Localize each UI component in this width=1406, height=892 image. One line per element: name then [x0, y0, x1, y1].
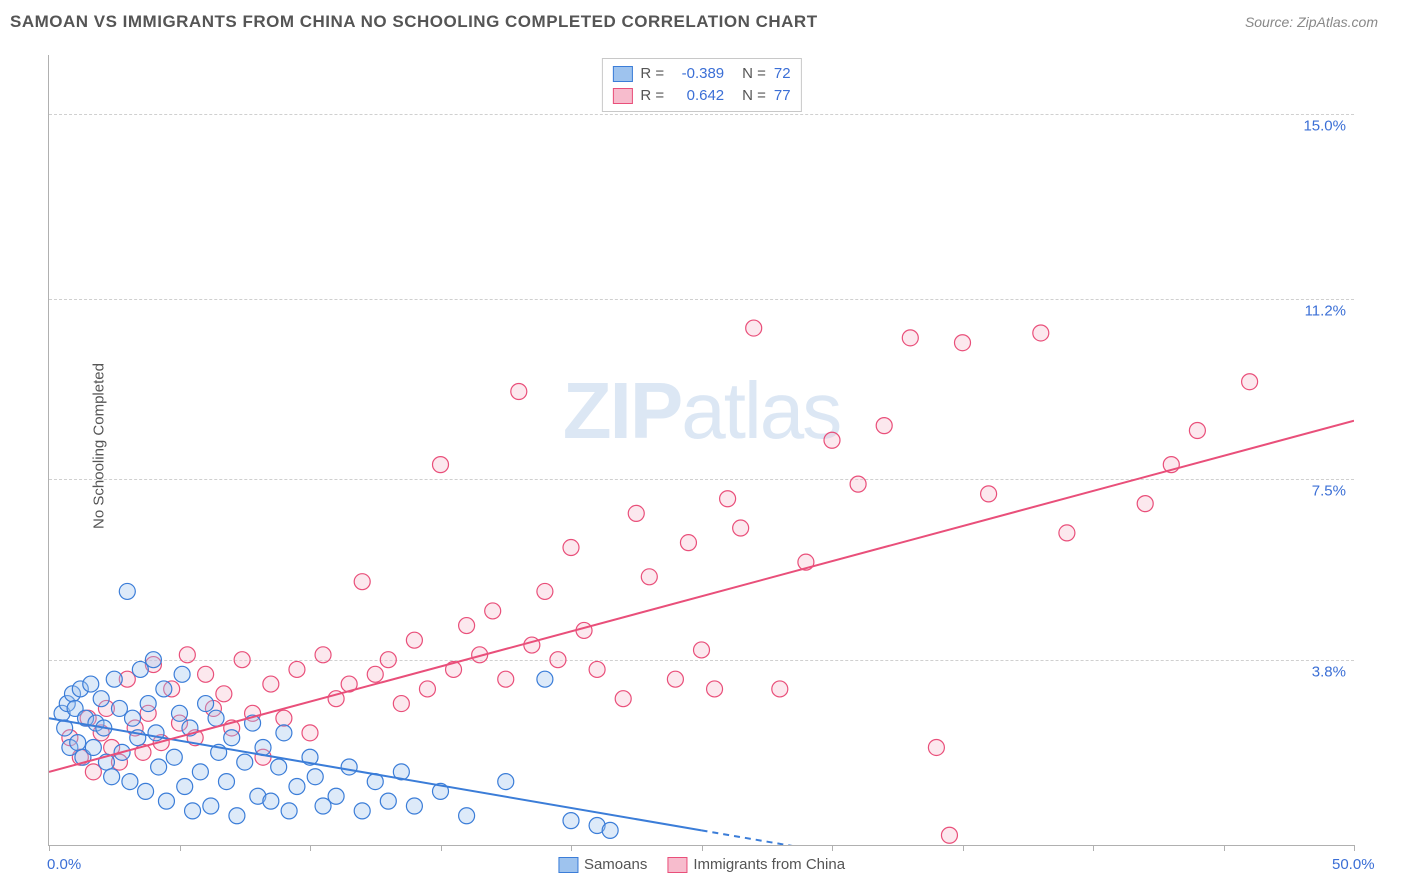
correlation-legend: R = -0.389 N = 72 R = 0.642 N = 77: [601, 58, 801, 112]
y-tick-label: 7.5%: [1312, 483, 1346, 500]
x-tick-label: 0.0%: [47, 856, 81, 873]
y-tick-label: 15.0%: [1303, 117, 1346, 134]
legend-label: Samoans: [584, 856, 647, 873]
r-value-1: 0.642: [672, 85, 724, 107]
swatch-icon: [558, 857, 578, 873]
chart-title: SAMOAN VS IMMIGRANTS FROM CHINA NO SCHOO…: [10, 12, 818, 31]
chart-plot-area: ZIPatlas R = -0.389 N = 72 R = 0.642 N =…: [48, 55, 1354, 846]
legend-item: Immigrants from China: [667, 856, 845, 873]
x-tick-label: 50.0%: [1332, 856, 1375, 873]
source-label: Source: ZipAtlas.com: [1245, 14, 1378, 30]
scatter-plot-svg: [49, 55, 1354, 845]
y-tick-label: 3.8%: [1312, 663, 1346, 680]
r-value-0: -0.389: [672, 63, 724, 85]
legend-row-series-0: R = -0.389 N = 72: [612, 63, 790, 85]
swatch-icon: [612, 88, 632, 104]
swatch-icon: [667, 857, 687, 873]
swatch-icon: [612, 66, 632, 82]
y-tick-label: 11.2%: [1305, 302, 1346, 319]
n-value-1: 77: [774, 85, 791, 107]
legend-label: Immigrants from China: [693, 856, 845, 873]
legend-item: Samoans: [558, 856, 647, 873]
legend-row-series-1: R = 0.642 N = 77: [612, 85, 790, 107]
series-legend: Samoans Immigrants from China: [558, 856, 845, 873]
n-value-0: 72: [774, 63, 791, 85]
